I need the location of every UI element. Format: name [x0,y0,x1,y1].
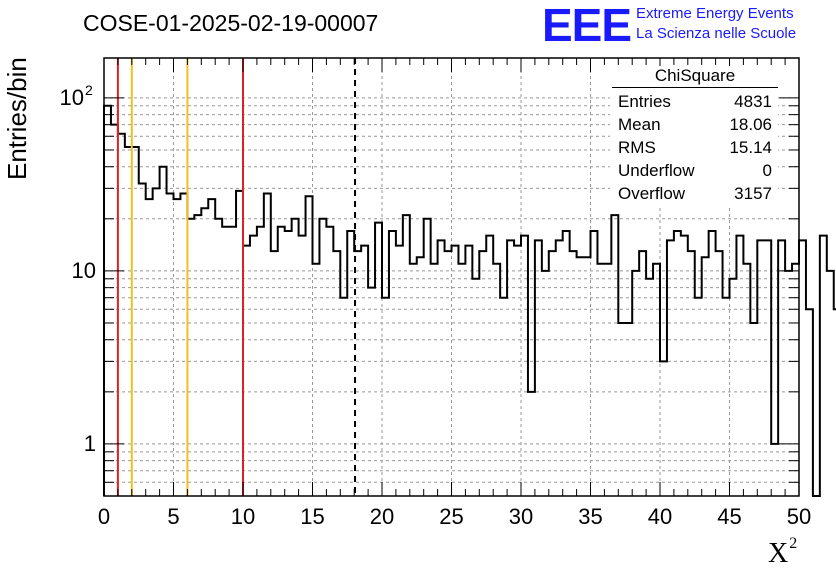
histogram-bin [215,219,222,496]
stats-label: Entries [618,92,671,111]
x-tick-label: 15 [300,504,324,529]
stats-row-overflow: Overflow 3157 [610,182,778,205]
histogram-bin [577,257,584,496]
x-tick-label: 40 [648,504,672,529]
x-tick-label: 0 [98,504,110,529]
histogram-bin [160,167,167,496]
histogram-bin [306,196,313,496]
histogram-bin [194,215,201,496]
x-tick-label: 25 [439,504,463,529]
stats-value: 0 [762,161,772,180]
y-tick-label: 10 [72,258,96,283]
y-tick-label: 1 [84,431,96,456]
histogram-bin [646,279,653,496]
stats-value: 15.14 [729,138,772,157]
histogram-bin [632,271,639,496]
logo-caption-line1: Extreme Energy Events [636,5,794,22]
histogram-bin [417,257,424,496]
histogram-bin [785,271,792,496]
histogram-bin [660,361,667,496]
stats-value: 4831 [734,92,772,111]
stats-value: 18.06 [729,115,772,134]
histogram-bin [695,298,702,496]
histogram-bin [180,194,187,496]
histogram-bin [153,188,160,496]
histogram-bin [424,219,431,496]
stats-label: Underflow [618,161,695,180]
histogram-bin [806,309,813,496]
histogram-bin [723,298,730,496]
stats-row-mean: Mean 18.06 [610,113,778,136]
stats-value: 3157 [734,184,772,203]
histogram-bin [820,236,827,496]
histogram-bin [236,191,243,496]
histogram-bin [730,279,737,496]
y-tick-label: 10 [60,85,84,110]
histogram-bin [521,236,528,496]
histogram-bin [104,106,111,496]
histogram-bin [382,298,389,496]
histogram-bin [500,298,507,496]
x-axis-label-base: X [768,538,789,569]
x-tick-label: 45 [717,504,741,529]
x-tick-label: 10 [231,504,255,529]
histogram-bin [250,236,257,496]
histogram-bin [542,271,549,496]
histogram-bin [625,323,632,496]
histogram-bin [264,194,271,496]
histogram-bin [375,223,382,496]
stats-label: Mean [618,115,661,134]
histogram-bin [201,208,208,496]
histogram-bin [486,236,493,496]
stats-row-entries: Entries 4831 [610,90,778,113]
x-tick-label: 30 [509,504,533,529]
x-axis-label: X2 [768,535,797,570]
x-tick-label: 20 [370,504,394,529]
histogram-bin [681,236,688,496]
histogram-bin [472,279,479,496]
chart-title: COSE-01-2025-02-19-00007 [83,10,379,36]
histogram-bin [584,257,591,496]
y-axis-label: Entries/bin [2,57,32,180]
histogram-bin [618,323,625,496]
stats-row-underflow: Underflow 0 [610,159,778,182]
histogram-bin [299,236,306,496]
stats-row-rms: RMS 15.14 [610,136,778,159]
histogram-bin [292,219,299,496]
histogram-bin [827,271,834,496]
x-tick-label: 5 [167,504,179,529]
histogram-bin [187,219,194,496]
histogram-bin [465,246,472,496]
x-tick-label: 35 [578,504,602,529]
histogram-outline [103,104,836,497]
histogram-bin [403,215,410,496]
histogram-bin [702,257,709,496]
histogram-bin [361,246,368,496]
histogram-bin [243,246,250,496]
histogram-bin [396,246,403,496]
y-tick-label-exponent: 2 [85,82,93,98]
histogram-bin [514,246,521,496]
histogram-bin [799,240,806,496]
stats-title: ChiSquare [612,66,778,88]
stats-box: ChiSquare Entries 4831 Mean 18.06 RMS 15.14… [610,66,778,205]
histogram-bin [611,215,618,496]
histogram-bin [111,125,118,496]
x-axis-label-exponent: 2 [789,535,798,552]
histogram-bin [452,246,459,496]
stats-label: Overflow [618,184,686,203]
stats-label: RMS [618,138,656,157]
logo-caption-line2: La Scienza nelle Scuole [636,25,797,42]
histogram-bin [736,236,743,496]
eee-logo: EEE [542,0,632,51]
histogram-bin [167,194,174,496]
x-tick-label: 50 [787,504,811,529]
histogram-bin [750,323,757,496]
histogram-bin [340,298,347,496]
histogram-bin [319,219,326,496]
